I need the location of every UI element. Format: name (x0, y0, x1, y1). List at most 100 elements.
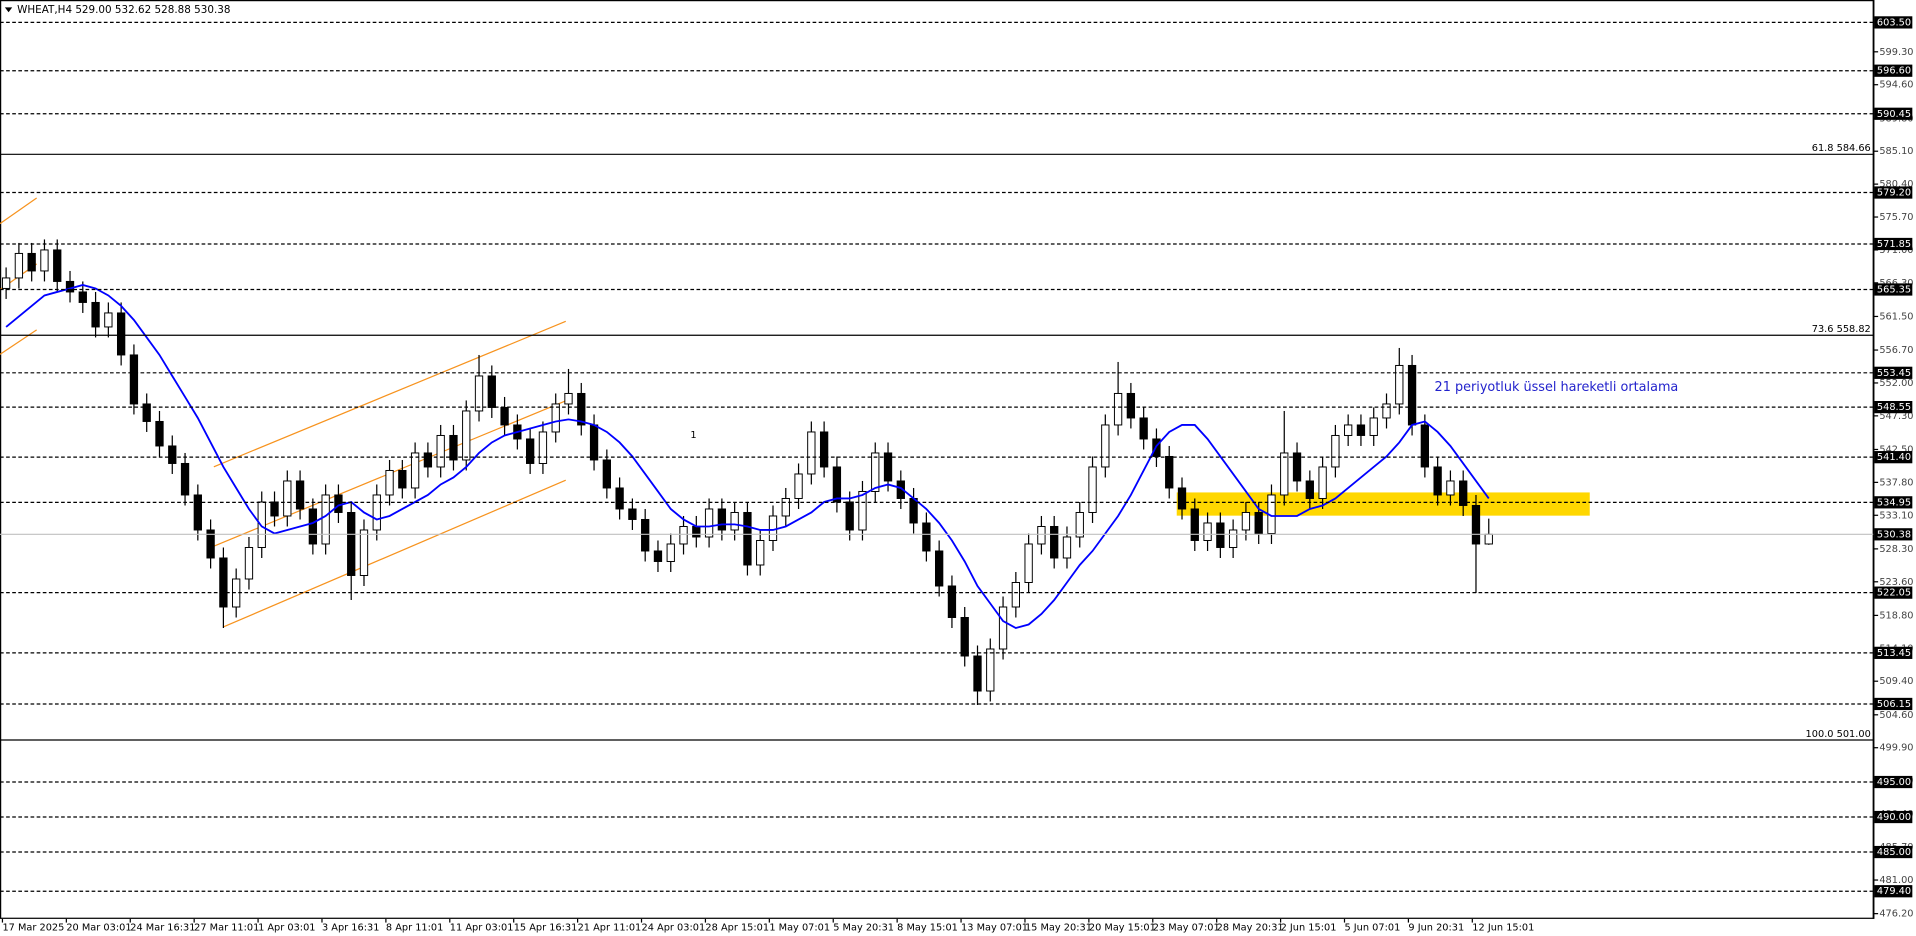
candle-body (922, 522, 931, 552)
candle-body (1382, 403, 1391, 419)
level-box (1874, 697, 1913, 711)
level-box (1874, 586, 1913, 599)
fib-label: 73.6 558.82 (1812, 324, 1871, 335)
level-box (1874, 810, 1913, 824)
x-tick-label: 11 Apr 03:01 (450, 922, 514, 933)
candle-body (206, 529, 215, 559)
level-box (1874, 186, 1913, 199)
x-tick-label: 2 Jun 15:01 (1281, 922, 1337, 933)
candle-body (347, 511, 356, 576)
level-label: 565.35 (1877, 284, 1911, 295)
candle-body (436, 434, 445, 468)
candle-body (295, 480, 305, 510)
candle-body (423, 452, 433, 468)
candle-body (1356, 424, 1366, 436)
candle-body (53, 249, 62, 282)
candle-body (960, 617, 969, 657)
candle-body (398, 469, 407, 489)
candle-body (1, 277, 11, 289)
y-tick-label: 542.50 (1879, 444, 1913, 455)
marker-annotation: 1 (690, 430, 696, 441)
candle-body (116, 312, 126, 356)
y-tick-label: 476.20 (1879, 909, 1913, 920)
candle-body (1305, 480, 1314, 499)
candle-body (998, 606, 1008, 650)
candle-body (1228, 529, 1238, 548)
x-tick-label: 13 May 07:01 (961, 922, 1028, 933)
candle-body (283, 480, 292, 517)
fib-label: 61.8 584.66 (1812, 143, 1871, 154)
channel-line (223, 479, 566, 628)
candle-body (1331, 434, 1340, 468)
candle-body (845, 501, 854, 531)
candle-body (91, 301, 100, 328)
last-price-label: 530.38 (1877, 529, 1911, 540)
last-price-box (1874, 528, 1913, 541)
level-box (1874, 16, 1913, 29)
candle-body (104, 312, 113, 328)
level-box (1874, 845, 1913, 859)
candle-body (168, 445, 177, 464)
y-tick-label: 533.10 (1879, 510, 1913, 521)
candle-body (1113, 392, 1123, 426)
level-box (1874, 646, 1913, 659)
level-label: 541.40 (1877, 452, 1911, 463)
level-label: 548.55 (1877, 402, 1911, 413)
x-tick-label: 21 Apr 11:01 (578, 922, 642, 933)
candle-body (1254, 511, 1263, 534)
candle-body (487, 375, 496, 408)
candle-body (1190, 508, 1199, 541)
candle-body (14, 252, 24, 279)
zone-highlight (1176, 492, 1590, 516)
x-tick-label: 5 Jun 07:01 (1344, 922, 1400, 933)
level-label: 590.45 (1877, 109, 1911, 120)
level-label: 596.60 (1877, 66, 1911, 77)
x-tick-label: 5 May 20:31 (833, 922, 894, 933)
x-tick-label: 12 Jun 15:01 (1472, 922, 1534, 933)
candle-body (781, 497, 790, 517)
candle-body (1433, 466, 1442, 496)
candle-body (1241, 511, 1251, 531)
candle-body (1395, 364, 1404, 405)
candle-body (756, 539, 765, 566)
level-box (1874, 451, 1913, 464)
candle-body (743, 511, 752, 566)
x-tick-label: 15 Apr 16:31 (514, 922, 578, 933)
x-tick-label: 24 Mar 16:31 (130, 922, 195, 933)
candle-body (449, 434, 458, 461)
candle-body (602, 459, 611, 489)
candle-body (717, 508, 727, 531)
candle-body (359, 529, 369, 576)
candle-body (1037, 525, 1046, 545)
level-box (1874, 401, 1913, 414)
level-box (1874, 496, 1913, 509)
candle-body (321, 494, 330, 545)
y-tick-label: 599.30 (1879, 47, 1913, 58)
x-tick-label: 15 May 20:31 (1025, 922, 1092, 933)
x-tick-label: 23 May 07:01 (1153, 922, 1220, 933)
header-arrow (4, 7, 13, 13)
candle-body (1203, 522, 1212, 541)
candle-body (589, 424, 599, 461)
level-box (1874, 366, 1913, 379)
y-tick-label: 528.30 (1879, 544, 1913, 555)
candle-body (1165, 455, 1174, 489)
level-box (1874, 64, 1913, 77)
candle-body (692, 525, 701, 538)
x-tick-label: 8 May 15:01 (897, 922, 958, 933)
x-tick-label: 28 Apr 15:01 (705, 922, 769, 933)
candle-body (679, 525, 688, 545)
candle-body (180, 462, 190, 496)
x-tick-label: 8 Apr 11:01 (386, 922, 443, 933)
x-tick-label: 3 Apr 16:31 (322, 922, 379, 933)
y-tick-label: 547.30 (1879, 411, 1913, 422)
y-tick-label: 594.60 (1879, 80, 1913, 91)
x-tick-label: 28 May 20:31 (1217, 922, 1284, 933)
plot-frame (0, 0, 1875, 919)
candle-body (666, 543, 675, 562)
candle-body (615, 487, 624, 510)
level-box (1874, 283, 1913, 296)
candle-body (1280, 452, 1289, 496)
